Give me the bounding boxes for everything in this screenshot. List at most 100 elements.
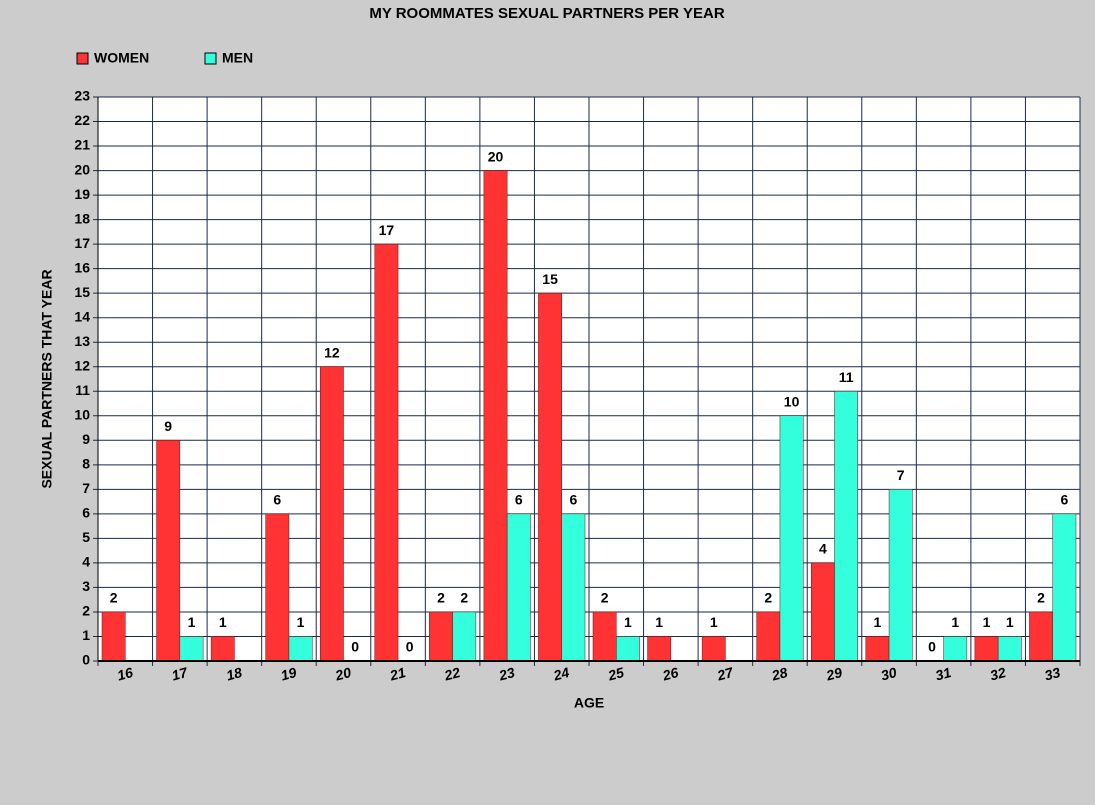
x-tick-label: 18	[224, 664, 243, 684]
label-bg	[453, 588, 476, 609]
legend-swatch	[76, 52, 89, 65]
label-bg	[266, 490, 289, 511]
y-tick-label: 1	[82, 627, 90, 643]
data-label: 20	[488, 148, 504, 164]
y-tick-label: 10	[74, 406, 90, 422]
data-label: 6	[569, 492, 577, 508]
bar	[647, 636, 672, 662]
x-tick-label: 25	[605, 664, 625, 684]
data-label: 0	[351, 639, 359, 655]
bar	[210, 636, 235, 662]
bar	[701, 636, 726, 662]
x-tick-label: 29	[824, 664, 844, 684]
data-label: 7	[897, 467, 905, 483]
label-bg	[211, 613, 234, 634]
x-tick-label: 22	[442, 664, 462, 684]
bar	[538, 292, 562, 662]
y-tick-label: 19	[74, 186, 90, 202]
y-tick-label: 6	[82, 505, 90, 521]
bar	[997, 636, 1022, 662]
x-tick-label: 24	[551, 664, 571, 684]
data-label: 1	[874, 614, 882, 630]
data-label: 2	[110, 590, 118, 606]
data-label: 1	[624, 614, 632, 630]
y-tick-label: 2	[82, 603, 90, 619]
y-tick-label: 21	[74, 137, 90, 153]
x-tick-label: 32	[988, 664, 1007, 684]
y-tick-label: 12	[74, 357, 90, 373]
data-label: 1	[951, 614, 959, 630]
bar	[974, 636, 999, 662]
legend-swatch	[204, 52, 217, 65]
x-axis-label: AGE	[574, 695, 604, 711]
data-label: 1	[1006, 614, 1014, 630]
data-label: 0	[406, 639, 414, 655]
bar	[429, 611, 453, 662]
label-bg	[998, 613, 1021, 634]
x-tick-label: 16	[115, 664, 134, 684]
bar	[592, 611, 617, 662]
y-tick-label: 0	[82, 652, 90, 668]
x-tick-label: 33	[1043, 664, 1062, 684]
x-tick-label: 30	[879, 664, 898, 684]
label-bg	[648, 613, 671, 634]
y-tick-label: 7	[82, 480, 90, 496]
label-bg	[866, 613, 889, 634]
bar	[834, 391, 859, 662]
y-tick-label: 8	[82, 456, 90, 472]
label-bg	[484, 147, 507, 168]
label-bg	[702, 613, 725, 634]
label-bg	[944, 613, 967, 634]
bar	[888, 489, 913, 662]
x-tick-label: 17	[170, 664, 190, 684]
label-bg	[616, 613, 639, 634]
bar	[156, 440, 181, 662]
data-label: 4	[819, 541, 827, 557]
label-bg	[757, 588, 780, 609]
label-bg	[507, 490, 530, 511]
x-tick-label: 21	[387, 664, 407, 684]
bar	[483, 170, 508, 662]
y-tick-label: 13	[74, 333, 90, 349]
bar	[756, 611, 781, 662]
data-label: 1	[655, 614, 663, 630]
label-bg	[429, 588, 452, 609]
data-label: 1	[219, 614, 227, 630]
label-bg	[1030, 588, 1053, 609]
y-tick-label: 16	[74, 259, 90, 275]
data-label: 2	[764, 590, 772, 606]
bar	[810, 562, 835, 662]
data-label: 2	[601, 590, 609, 606]
x-tick-label: 26	[660, 664, 680, 684]
y-tick-label: 3	[82, 578, 90, 594]
bar	[779, 415, 804, 662]
data-label: 12	[324, 344, 340, 360]
y-tick-label: 11	[75, 382, 90, 398]
label-bg	[102, 588, 125, 609]
data-label: 15	[542, 271, 558, 287]
data-label: 2	[1037, 590, 1045, 606]
bar	[943, 636, 968, 662]
bar	[319, 366, 344, 662]
bar	[865, 636, 890, 662]
data-label: 1	[297, 614, 305, 630]
label-bg	[180, 613, 203, 634]
data-label: 17	[379, 222, 395, 238]
data-label: 2	[437, 590, 445, 606]
bar	[179, 636, 204, 662]
x-tick-label: 31	[934, 664, 953, 684]
bar	[506, 513, 531, 662]
label-bg	[889, 466, 912, 487]
data-label: 0	[928, 639, 936, 655]
legend-label: MEN	[222, 50, 253, 66]
label-bg	[398, 638, 421, 658]
data-label: 1	[983, 614, 991, 630]
label-bg	[539, 270, 562, 291]
bar	[561, 513, 586, 662]
data-label: 1	[188, 614, 196, 630]
x-tick-label: 19	[279, 664, 298, 684]
bar	[1052, 513, 1077, 662]
y-tick-label: 9	[82, 431, 90, 447]
data-label: 6	[1060, 492, 1068, 508]
data-label: 1	[710, 614, 718, 630]
